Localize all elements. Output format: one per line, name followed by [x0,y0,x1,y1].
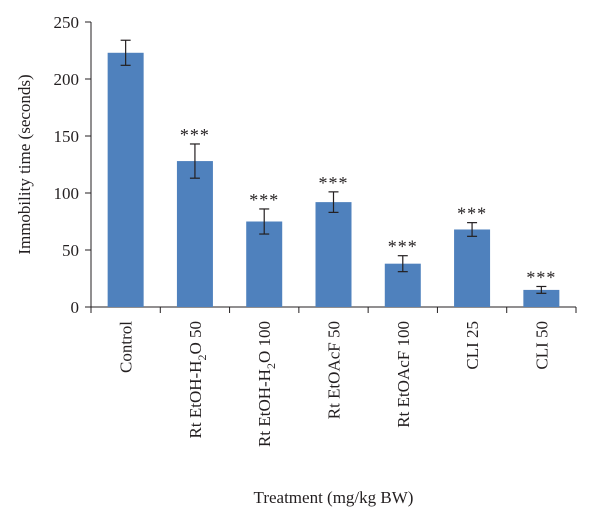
significance-marker: *** [457,204,487,224]
category-label: Rt EtOH-H2O 50 [186,321,209,438]
significance-marker: *** [319,173,349,193]
bar [176,161,213,307]
x-axis-title: Treatment (mg/kg BW) [254,488,414,507]
category-label-sub: 2 [264,363,278,369]
y-axis-title: Immobility time (seconds) [15,74,34,254]
y-tick-label: 250 [54,13,80,32]
category-label: Rt EtOAcF 100 [394,321,413,428]
category-label-mid: O 50 [186,321,205,355]
y-tick-label: 100 [54,184,80,203]
category-label: Control [117,321,136,373]
category-label-pre: CLI 25 [463,321,482,370]
y-tick-label: 50 [62,241,79,260]
bar [107,52,144,307]
x-axis [90,306,577,313]
bars [107,52,560,307]
y-tick-label: 200 [54,70,80,89]
category-label-pre: Rt EtOH-H [186,361,205,439]
bar [246,221,283,307]
significance-markers: *** *** *** *** *** *** [180,125,556,288]
significance-marker: *** [526,267,556,287]
y-axis: 0 50 100 150 200 250 [54,13,92,317]
bar [523,289,560,307]
bar [315,202,352,307]
category-label-sub: 2 [195,355,209,361]
category-label-pre: Rt EtOAcF 100 [394,321,413,428]
significance-marker: *** [249,190,279,210]
category-label-pre: Rt EtOAcF 50 [325,321,344,419]
category-label: Rt EtOAcF 50 [325,321,344,419]
significance-marker: *** [388,237,418,257]
category-label-pre: CLI 50 [532,321,551,370]
category-label-mid: O 100 [255,321,274,363]
category-label-pre: Control [117,321,136,373]
error-bars [120,39,547,294]
y-tick-label: 150 [54,127,80,146]
category-label: CLI 25 [463,321,482,370]
bar [454,229,491,307]
category-label: CLI 50 [532,321,551,370]
category-label: Rt EtOH-H2O 100 [255,321,278,447]
significance-marker: *** [180,125,210,145]
y-tick-label: 0 [71,298,80,317]
category-label-pre: Rt EtOH-H [255,369,274,447]
